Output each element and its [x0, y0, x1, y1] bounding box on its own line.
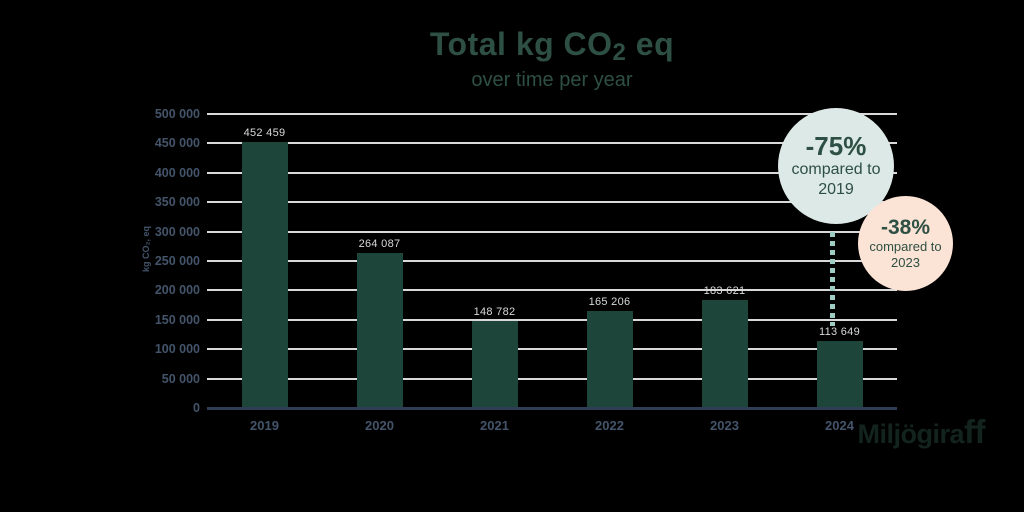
title-block: Total kg CO2 eq over time per year	[207, 26, 897, 92]
y-tick-label: 200 000	[154, 283, 200, 298]
bar-value-label: 113 649	[818, 326, 861, 339]
x-tick-label-2020: 2020	[365, 418, 394, 433]
y-tick-label: 250 000	[154, 254, 200, 268]
gridline	[207, 201, 897, 204]
x-axis-line	[207, 407, 897, 410]
x-tick-label-2022: 2022	[595, 418, 624, 433]
y-tick-label: 300 000	[154, 224, 200, 239]
miljogiraff-logo: Miljögiraff	[857, 415, 986, 450]
chart-title-post: eq	[626, 26, 675, 62]
x-tick-label-2021: 2021	[480, 418, 509, 433]
chart-subtitle: over time per year	[471, 69, 633, 91]
badge-38-percent: -38% compared to 2023	[858, 196, 953, 291]
badge-38-delta: -38%	[880, 215, 931, 239]
gridline	[207, 260, 897, 262]
bar-value-label: 452 459	[243, 126, 286, 139]
y-tick-label: 100 000	[154, 342, 200, 357]
x-tick-label-2023: 2023	[710, 418, 739, 433]
bar-2023	[701, 300, 748, 408]
badge-75-percent: -75% compared to 2019	[778, 108, 894, 224]
badge-38-caption: compared to	[869, 238, 942, 254]
gridline	[207, 230, 897, 233]
gridline	[207, 348, 897, 351]
y-tick-label: 400 000	[154, 165, 200, 180]
gridline	[207, 318, 897, 321]
bar-value-label: 165 206	[588, 295, 631, 308]
bar-value-label: 183 621	[703, 285, 746, 298]
chart-title: Total kg CO2 eq	[207, 26, 897, 66]
badge-75-caption: compared to	[791, 161, 881, 179]
badge-75-year: 2019	[818, 181, 854, 199]
chart-title-subscript: 2	[612, 39, 627, 66]
chart-title-pre: Total kg CO	[429, 26, 613, 62]
y-tick-label: 150 000	[154, 312, 200, 327]
bar-2022	[586, 310, 633, 408]
logo-text: Miljögira	[857, 419, 965, 449]
y-tick-label: 50 000	[161, 371, 200, 386]
gridline	[207, 142, 897, 145]
x-tick-label-2019: 2019	[250, 418, 279, 433]
bar-value-label: 148 782	[473, 305, 516, 318]
bar-2021	[471, 320, 518, 408]
gridline	[207, 377, 897, 380]
y-tick-label: 0	[193, 401, 200, 415]
gridline	[207, 171, 897, 174]
bar-value-label: 264 087	[358, 237, 401, 250]
logo-text-ff: ff	[964, 413, 985, 450]
bar-2019	[241, 141, 288, 408]
badge-75-delta: -75%	[805, 130, 867, 161]
connector-dotted-line	[830, 232, 835, 326]
badge-38-year: 2023	[891, 255, 920, 271]
x-tick-label-2024: 2024	[825, 418, 854, 433]
y-tick-label: 500 000	[154, 107, 200, 121]
bar-2024	[816, 341, 863, 408]
bar-2020	[356, 252, 403, 408]
y-tick-label: 450 000	[154, 136, 200, 151]
y-tick-label: 350 000	[154, 195, 200, 210]
gridline	[207, 113, 897, 115]
gridline	[207, 289, 897, 292]
